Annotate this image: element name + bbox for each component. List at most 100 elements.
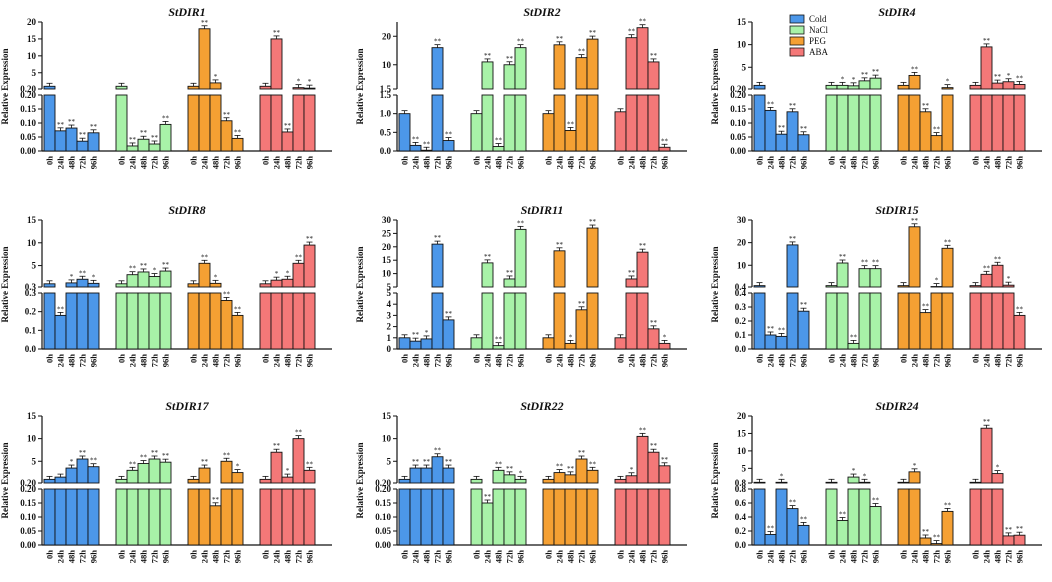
bar-lower [869,94,882,152]
y-tick-label: 0.20 [20,478,36,488]
bar-lower [303,488,316,546]
x-tick-label: 48h [211,354,221,368]
bar-upper [836,262,849,288]
bar-lower [398,337,411,350]
y-tick-label: 15 [27,411,37,421]
x-tick-label: 48h [67,354,77,368]
significance-marker: ** [556,35,564,43]
bar-lower [115,488,128,546]
y-tick-label: 3 [387,310,392,320]
x-tick-label: 48h [494,156,504,170]
significance-marker: ** [284,122,292,130]
significance-marker: ** [90,123,98,131]
bar-upper [43,85,56,90]
significance-marker: ** [140,454,148,462]
significance-marker: ** [800,301,808,309]
bar-lower [159,292,172,350]
bar-lower [503,488,516,546]
bar-lower [209,505,222,546]
significance-marker: * [663,333,667,341]
y-tick-label: 0.20 [20,484,36,494]
significance-marker: ** [506,55,514,63]
x-tick-label: 72h [222,354,232,368]
significance-marker: ** [423,140,431,148]
x-tick-label: 96h [1015,550,1025,564]
bar-upper [303,244,316,288]
bar-upper [115,85,128,90]
significance-marker: ** [129,136,137,144]
significance-marker: ** [628,269,636,277]
y-tick-label: 1 [387,333,392,343]
bar-lower [514,292,527,350]
x-tick-label: 0h [755,156,765,165]
y-tick-label: 5 [742,463,747,473]
bar-upper [259,283,272,288]
bar-upper [753,84,766,90]
bar-lower [442,140,455,152]
x-tick-label: 24h [555,550,565,564]
y-tick-label: 20 [737,238,747,248]
x-tick-label: 72h [294,550,304,564]
chart-title: StDIR15 [875,203,918,217]
y-tick-label: 0.20 [375,478,391,488]
y-tick-label: 10 [737,40,747,50]
x-tick-label: 0h [189,550,199,559]
bar-upper [908,74,921,90]
x-tick-label: 24h [910,550,920,564]
bar-lower [553,488,566,546]
significance-marker: ** [650,442,658,450]
bar-lower [270,488,283,546]
chart-panel: StDIR22 Relative Expression 0.20 5 10 15 0.00 0… [355,399,687,563]
x-tick-label: 72h [150,550,160,564]
x-tick-label: 72h [932,550,942,564]
x-tick-label: 72h [150,156,160,170]
x-tick-label: 24h [483,156,493,170]
bar-lower [220,120,233,152]
bar-upper [869,268,882,288]
bar-lower [625,488,638,546]
bar-upper [636,27,649,90]
x-tick-label: 0h [261,354,271,363]
bar-upper [126,274,139,288]
significance-marker: ** [412,135,420,143]
bar-upper [658,465,671,484]
bar-lower [564,488,577,546]
bar-lower [614,337,627,350]
x-tick-label: 24h [56,156,66,170]
y-tick-label: 0.15 [20,104,36,114]
x-tick-label: 96h [89,156,99,170]
y-tick-label: 0 [387,344,392,354]
x-tick-label: 24h [411,156,421,170]
bar-upper [625,475,638,484]
bar-lower [270,94,283,152]
y-axis-label: Relative Expression [355,246,365,322]
bar-upper [564,474,577,484]
bar-upper [825,84,838,90]
y-tick-label: 0.20 [730,84,746,94]
bar-lower [442,319,455,350]
significance-marker: ** [306,460,314,468]
y-tick-label: 0.3 [25,288,37,298]
significance-marker: ** [589,29,597,37]
bar-lower [198,94,211,152]
significance-marker: ** [994,73,1002,81]
bar-upper [54,476,67,484]
y-tick-label: 25 [382,228,392,238]
significance-marker: * [214,273,218,281]
y-axis-label: Relative Expression [0,48,10,124]
x-tick-label: 0h [827,156,837,165]
y-tick-label: 0.0 [25,344,37,354]
x-tick-label: 0h [400,354,410,363]
significance-marker: ** [800,515,808,523]
bar-upper [220,460,233,484]
bar-lower [292,488,305,546]
x-tick-label: 0h [971,354,981,363]
significance-marker: ** [556,463,564,471]
bar-lower [897,488,910,546]
x-tick-label: 96h [516,550,526,564]
bar-upper [1013,84,1026,90]
x-tick-label: 72h [150,354,160,368]
bar-lower [542,337,555,350]
x-tick-label: 96h [444,550,454,564]
significance-marker: ** [1016,305,1024,313]
